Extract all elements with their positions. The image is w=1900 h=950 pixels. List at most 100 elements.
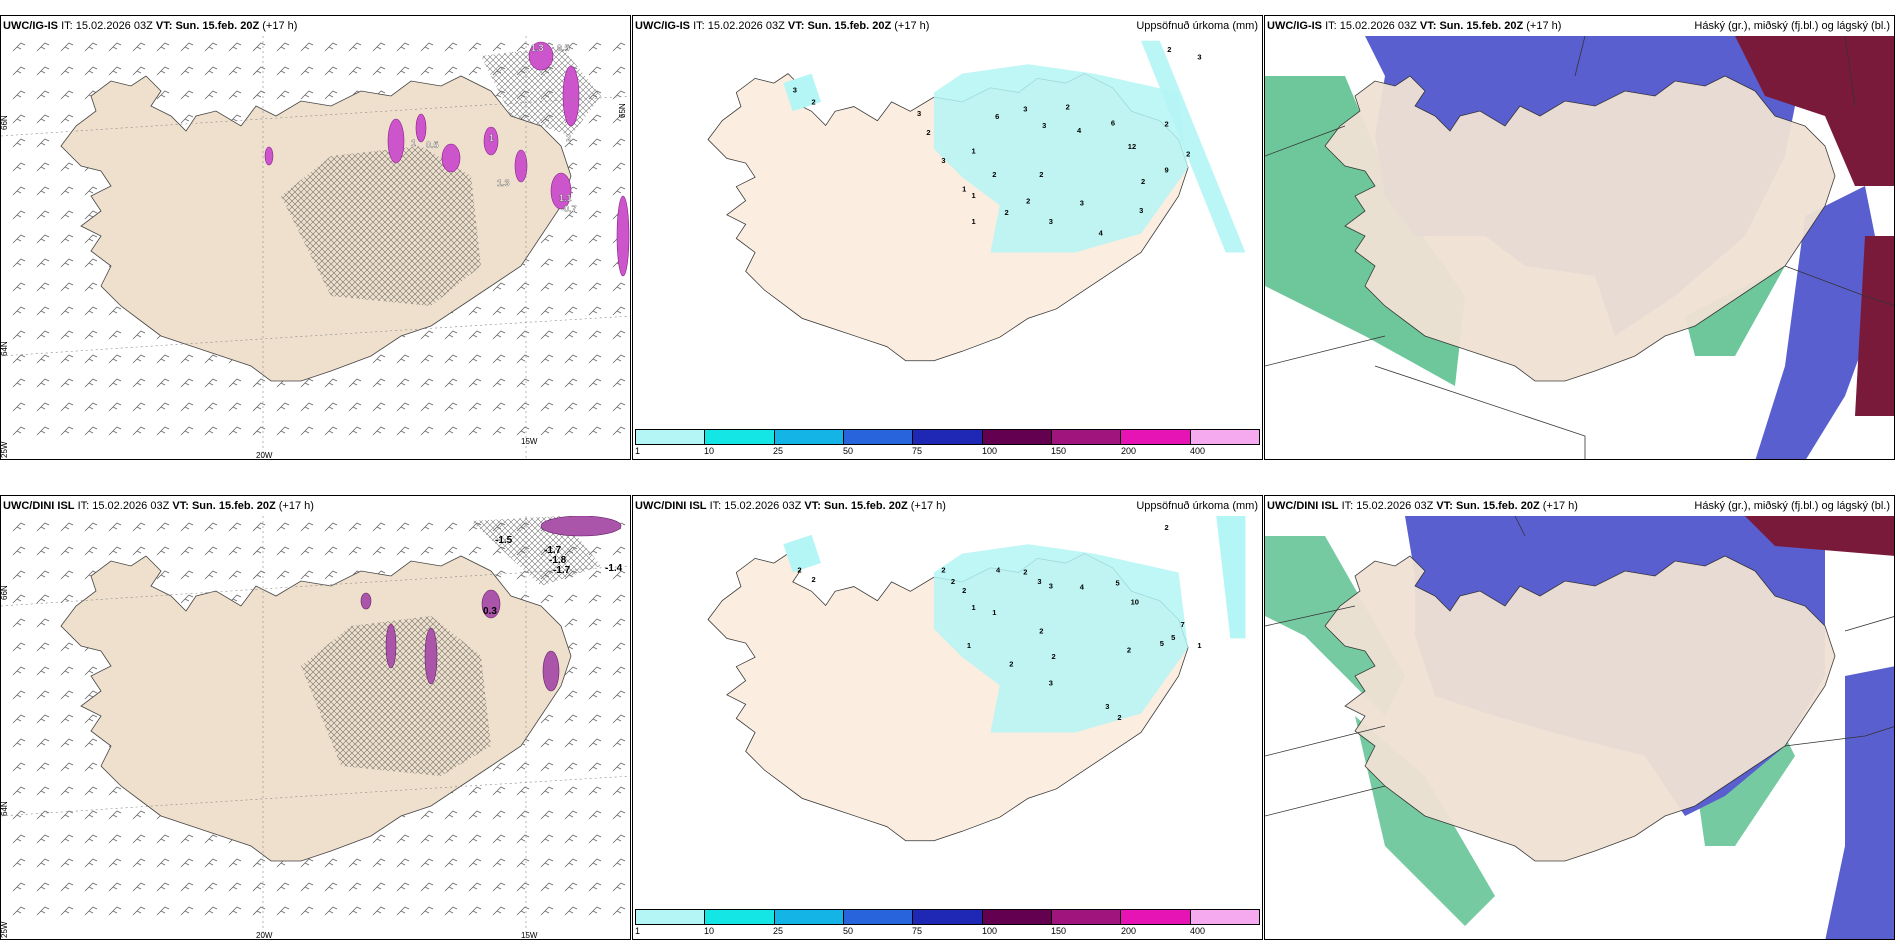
wind-barb: [444, 354, 458, 364]
wind-barb: [36, 162, 50, 172]
wind-barb: [540, 306, 554, 316]
panel-header: UWC/IG-IS IT: 15.02.2026 03Z VT: Sun. 15…: [1, 16, 630, 36]
vt-value: Sun. 15.feb. 20Z: [191, 500, 276, 512]
wind-barb: [36, 882, 50, 892]
svg-text:1: 1: [972, 191, 976, 200]
wind-barb: [444, 522, 458, 532]
svg-text:2: 2: [1186, 149, 1190, 158]
wind-barb: [564, 786, 578, 796]
lead-time: (+17 h): [894, 20, 930, 32]
wind-barb: [468, 330, 482, 340]
wind-barb: [36, 378, 50, 388]
wind-barb: [588, 834, 602, 844]
svg-text:2: 2: [812, 575, 816, 584]
vt-label: VT:: [787, 20, 805, 32]
wind-barb: [228, 858, 242, 868]
colorbar-swatch: [913, 910, 983, 924]
vt-value: Sun. 15.feb. 20Z: [1455, 500, 1540, 512]
wind-barb: [420, 354, 434, 364]
wind-barb: [12, 42, 26, 52]
wind-barb: [372, 66, 386, 76]
wind-barb: [420, 402, 434, 412]
wind-barb: [12, 834, 26, 844]
wind-barb: [84, 666, 98, 676]
wind-barb: [612, 882, 626, 892]
wind-barb: [540, 714, 554, 724]
wind-barb: [12, 642, 26, 652]
svg-text:5: 5: [1171, 633, 1175, 642]
panel-header: UWC/IG-IS IT: 15.02.2026 03Z VT: Sun. 15…: [633, 16, 1262, 36]
wind-barb: [60, 114, 74, 124]
wind-barb: [516, 762, 530, 772]
wind-barb: [84, 378, 98, 388]
svg-text:2: 2: [941, 565, 945, 574]
svg-text:2: 2: [566, 133, 571, 143]
it-label: IT:: [693, 20, 705, 32]
wind-barb: [540, 258, 554, 268]
wind-barb: [468, 834, 482, 844]
wind-barb: [612, 690, 626, 700]
wind-barb: [252, 402, 266, 412]
wind-barb: [564, 618, 578, 628]
wind-barb: [132, 426, 146, 436]
svg-text:1: 1: [489, 133, 494, 143]
wind-barb: [420, 42, 434, 52]
wind-barb: [108, 426, 122, 436]
cloud-map: [1265, 516, 1894, 939]
wind-barb: [540, 402, 554, 412]
wind-barb: [276, 570, 290, 580]
svg-text:-1.4: -1.4: [605, 563, 623, 574]
wind-barb: [84, 234, 98, 244]
wind-barb: [84, 738, 98, 748]
panel-header: UWC/DINI ISL IT: 15.02.2026 03Z VT: Sun.…: [1, 496, 630, 516]
wind-barb: [60, 186, 74, 196]
wind-barb: [156, 858, 170, 868]
wind-barb: [300, 42, 314, 52]
colorbar-swatch: [843, 430, 914, 444]
wind-barb: [564, 234, 578, 244]
wind-barb: [180, 426, 194, 436]
wind-barb: [180, 570, 194, 580]
colorbar-swatch: [913, 430, 983, 444]
wind-barb: [588, 282, 602, 292]
wind-barb: [36, 66, 50, 76]
wind-barb: [84, 210, 98, 220]
wind-barb: [180, 378, 194, 388]
wind-barb: [612, 594, 626, 604]
wind-barb: [108, 402, 122, 412]
wind-barb: [36, 138, 50, 148]
wind-barb: [156, 906, 170, 916]
svg-text:3: 3: [793, 85, 797, 94]
wind-barb: [492, 330, 506, 340]
lead-time: (+17 h): [1526, 20, 1562, 32]
wind-barb: [612, 378, 626, 388]
svg-text:5: 5: [1160, 639, 1164, 648]
wind-barb: [228, 402, 242, 412]
wind-barb: [12, 426, 26, 436]
svg-text:3: 3: [1023, 104, 1027, 113]
wind-barb: [300, 90, 314, 100]
wind-barb: [420, 426, 434, 436]
svg-text:2: 2: [1023, 567, 1027, 576]
wind-barb: [252, 66, 266, 76]
wind-barb: [276, 42, 290, 52]
wind-barb: [612, 306, 626, 316]
wind-barb: [588, 714, 602, 724]
svg-text:10: 10: [1131, 597, 1139, 606]
colorbar-tick: 400: [1190, 926, 1206, 936]
colorbar-tick: 10: [704, 926, 715, 936]
model-name: UWC/DINI ISL: [3, 500, 75, 512]
wind-barb: [12, 66, 26, 76]
wind-barb: [396, 66, 410, 76]
wind-barb: [60, 330, 74, 340]
colorbar-tick: 200: [1121, 926, 1137, 936]
wind-barb: [60, 714, 74, 724]
vt-value: Sun. 15.feb. 20Z: [807, 20, 892, 32]
wind-barb: [12, 906, 26, 916]
wind-barb: [276, 66, 290, 76]
wind-barb: [588, 138, 602, 148]
svg-text:1: 1: [972, 603, 976, 612]
wind-barb: [156, 378, 170, 388]
wind-barb: [564, 138, 578, 148]
wind-barb: [612, 138, 626, 148]
